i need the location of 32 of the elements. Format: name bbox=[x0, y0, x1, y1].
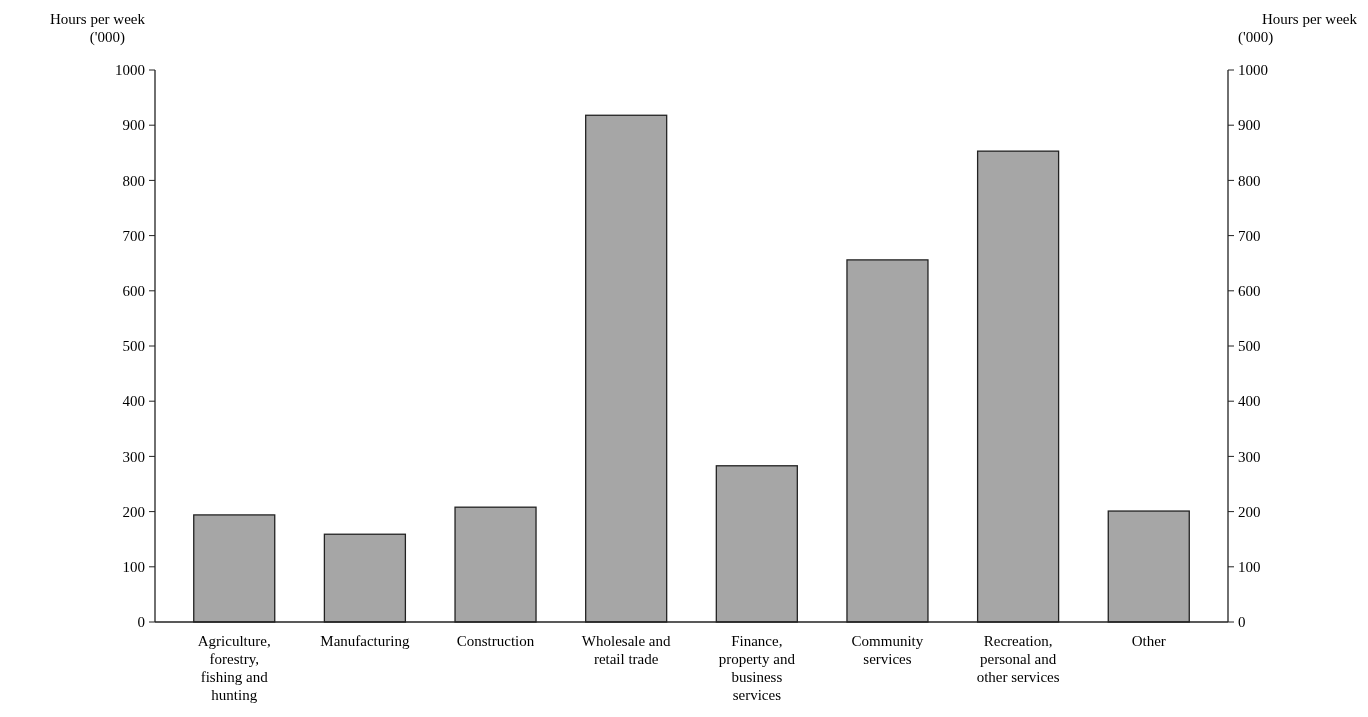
y-tick-label: 700 bbox=[122, 227, 145, 244]
y2-tick-label: 1000 bbox=[1238, 62, 1268, 79]
x-tick-label: Finance, property and business services bbox=[718, 633, 796, 703]
y-tick-label: 900 bbox=[122, 117, 145, 134]
x-tick-label: Manufacturing bbox=[320, 633, 410, 649]
x-tick-label: Other bbox=[1131, 633, 1166, 649]
y2-tick-label: 400 bbox=[1238, 393, 1261, 410]
y2-tick-label: 700 bbox=[1238, 227, 1261, 244]
y2-tick-label: 600 bbox=[1238, 283, 1261, 300]
x-tick-label: Community services bbox=[851, 633, 924, 667]
x-tick-label: Construction bbox=[456, 633, 535, 649]
y2-tick-label: 800 bbox=[1238, 172, 1261, 189]
y-tick-label: 200 bbox=[122, 503, 145, 520]
y-tick-label: 800 bbox=[122, 172, 145, 189]
y2-tick-label: 900 bbox=[1238, 117, 1261, 134]
y-tick-label: 0 bbox=[137, 614, 145, 631]
y-tick-label: 300 bbox=[122, 448, 145, 465]
y-axis-title: Hours per week ('000) bbox=[50, 11, 146, 46]
x-tick-label: Recreation, personal and other services bbox=[976, 633, 1060, 685]
y-tick-label: 600 bbox=[122, 283, 145, 300]
y2-tick-label: 0 bbox=[1238, 614, 1246, 631]
y2-tick-label: 300 bbox=[1238, 448, 1261, 465]
x-tick-label: Agriculture, forestry, fishing and hunting bbox=[197, 633, 271, 703]
y-tick-label: 500 bbox=[122, 338, 145, 355]
y-tick-label: 1000 bbox=[115, 62, 145, 79]
y2-axis-title: Hours per week ('000) bbox=[1238, 11, 1358, 46]
y2-tick-label: 100 bbox=[1238, 559, 1261, 576]
x-tick-label: Wholesale and retail trade bbox=[581, 633, 672, 667]
y-tick-label: 400 bbox=[122, 393, 145, 410]
y-tick-label: 100 bbox=[122, 559, 145, 576]
y2-tick-label: 500 bbox=[1238, 338, 1261, 355]
y2-tick-label: 200 bbox=[1238, 503, 1261, 520]
